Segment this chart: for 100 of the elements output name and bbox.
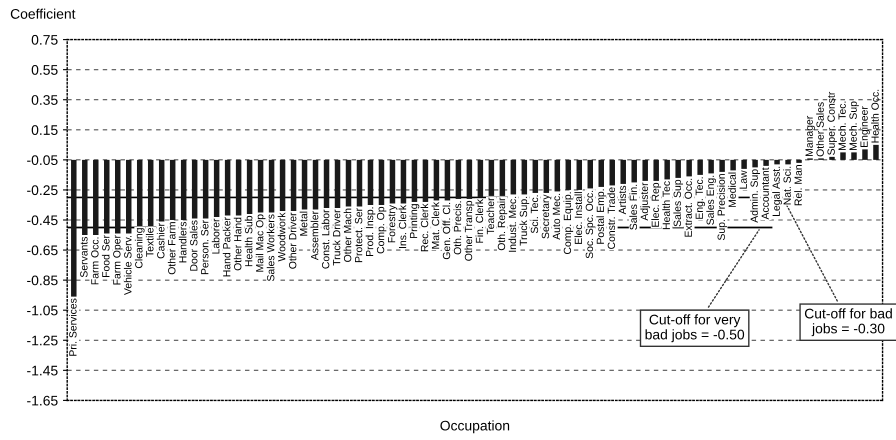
bar — [434, 160, 440, 200]
x-tick-label: Truck Driver — [332, 210, 340, 266]
x-tick-label: Gen. Off. Cl. — [442, 202, 450, 260]
x-tick-label: Truck Sup. — [519, 196, 530, 246]
x-tick-label: Manager — [806, 116, 815, 156]
bar — [456, 160, 462, 199]
x-tick-label: Extract. Occ. — [684, 178, 692, 237]
bar — [104, 160, 110, 234]
bar — [566, 160, 572, 190]
bar — [697, 160, 703, 175]
y-tick-label: -1.45 — [27, 366, 58, 376]
bar — [510, 160, 516, 194]
bar — [324, 160, 330, 208]
bar — [390, 160, 396, 204]
bar — [170, 160, 176, 220]
bar — [730, 160, 736, 170]
x-tick-label: Woodwork — [278, 212, 286, 262]
x-tick-label: Fin. Clerk — [476, 198, 484, 243]
x-tick-label: Other Mach — [344, 208, 352, 262]
bar — [708, 160, 714, 174]
y-tick-label: -1.05 — [27, 306, 58, 316]
x-tick-label: Super. Constr — [827, 92, 837, 155]
x-tick-label: Prod. Insp. — [366, 207, 376, 256]
x-tick-label: Cleaning — [134, 228, 145, 268]
x-tick-label: Mech. Tec. — [838, 102, 846, 150]
x-tick-label: Health Tec — [662, 181, 670, 230]
bar — [840, 152, 846, 160]
x-tick-label: Vehicle Serv. — [124, 236, 132, 296]
x-tick-label: Indust. Mec. — [508, 196, 516, 252]
bar — [224, 160, 230, 216]
bar — [686, 160, 692, 176]
y-tick-label: -0.65 — [27, 245, 58, 256]
bar — [653, 160, 659, 181]
y-tick-label: 0.15 — [32, 125, 58, 135]
bar — [444, 160, 450, 200]
x-tick-label: Accountant — [762, 167, 769, 220]
y-tick-label: -0.45 — [27, 215, 58, 226]
y-tick-label: -1.25 — [27, 336, 58, 346]
x-tick-label: Farm Oper — [113, 235, 123, 285]
bar — [598, 160, 604, 187]
bar — [378, 160, 384, 205]
x-tick-label: Other Driver — [288, 212, 296, 269]
bar — [93, 160, 99, 236]
x-tick-label: Oth. Repair — [497, 198, 508, 250]
y-axis-title: Coefficient — [10, 8, 76, 19]
x-tick-label: Medical — [728, 172, 736, 207]
bar — [334, 160, 340, 208]
bar — [312, 160, 318, 210]
bar — [346, 160, 352, 206]
x-tick-label: Sales Sup — [673, 180, 684, 226]
x-tick-label: Mail Mac Op — [256, 214, 266, 272]
x-tick-label: Protect. Ser — [354, 208, 362, 262]
bar — [785, 160, 791, 164]
x-tick-label: Rel. Man — [794, 165, 802, 206]
x-tick-label: Laborer — [212, 218, 220, 254]
x-tick-label: Comp. Op — [376, 206, 386, 254]
x-tick-label: Other Sales — [816, 102, 824, 156]
bar — [466, 160, 472, 199]
bar — [290, 160, 296, 211]
bar — [851, 152, 857, 160]
bar — [532, 160, 538, 193]
x-tick-label: Legal Asst. — [772, 166, 782, 216]
x-tick-label: Elec. Rep — [651, 182, 662, 227]
x-tick-label: Sci. Tec. — [530, 195, 538, 234]
x-tick-label: Cashier — [156, 223, 164, 258]
x-tick-label: Assembler — [310, 211, 318, 260]
bar — [664, 160, 670, 180]
bar — [368, 160, 374, 205]
ref-line-label: Cut-off for very bad jobs = -0.50 — [646, 314, 744, 342]
bar — [873, 144, 879, 160]
x-tick-label: Pri. Services — [68, 298, 77, 356]
y-tick-label: -0.05 — [27, 155, 58, 166]
ref-line-label: Cut-off for bad jobs = -0.30 — [804, 308, 892, 336]
x-tick-label: Sales Fin. — [629, 184, 638, 230]
x-tick-label: Printing — [410, 204, 420, 238]
bar — [158, 160, 164, 222]
bar — [522, 160, 528, 194]
x-tick-label: Handlers — [178, 222, 186, 262]
x-tick-label: Ins. Clerk — [398, 204, 406, 248]
bar — [862, 149, 868, 160]
x-tick-label: Sales Workers — [266, 214, 274, 282]
y-tick-label: 0.75 — [32, 34, 58, 45]
x-tick-label: Admin. Sup — [750, 169, 760, 223]
x-tick-label: Nat. Sci. — [783, 166, 791, 204]
bar — [752, 160, 758, 168]
bar — [258, 160, 264, 212]
x-tick-label: Other Farm — [168, 222, 176, 274]
bar — [719, 160, 725, 172]
bar — [642, 160, 648, 181]
x-tick-label: Oth. Precis. — [454, 201, 462, 254]
x-tick-label: Law — [740, 170, 747, 189]
x-tick-label: Secretary — [542, 194, 552, 239]
y-tick-label: 0.55 — [32, 65, 58, 75]
bar — [620, 160, 626, 184]
bar — [422, 160, 428, 202]
bar — [774, 160, 780, 164]
x-tick-label: Person. Ser — [201, 220, 208, 274]
x-tick-label: Constr. Trade — [607, 187, 616, 249]
bar — [82, 160, 88, 236]
bar — [796, 160, 802, 163]
